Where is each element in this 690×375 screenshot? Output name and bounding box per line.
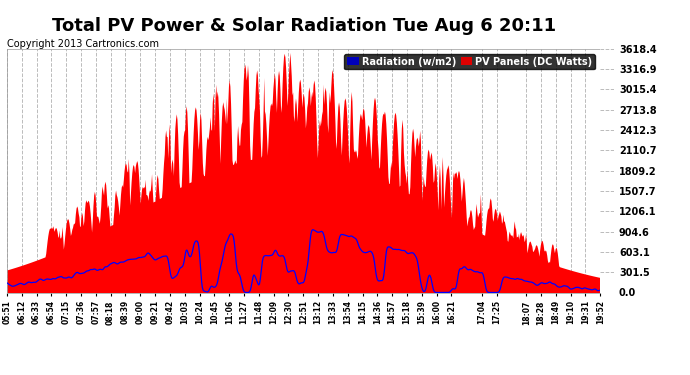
Text: Copyright 2013 Cartronics.com: Copyright 2013 Cartronics.com [7, 39, 159, 50]
Text: Total PV Power & Solar Radiation Tue Aug 6 20:11: Total PV Power & Solar Radiation Tue Aug… [52, 17, 555, 35]
Legend: Radiation (w/m2), PV Panels (DC Watts): Radiation (w/m2), PV Panels (DC Watts) [344, 54, 595, 69]
